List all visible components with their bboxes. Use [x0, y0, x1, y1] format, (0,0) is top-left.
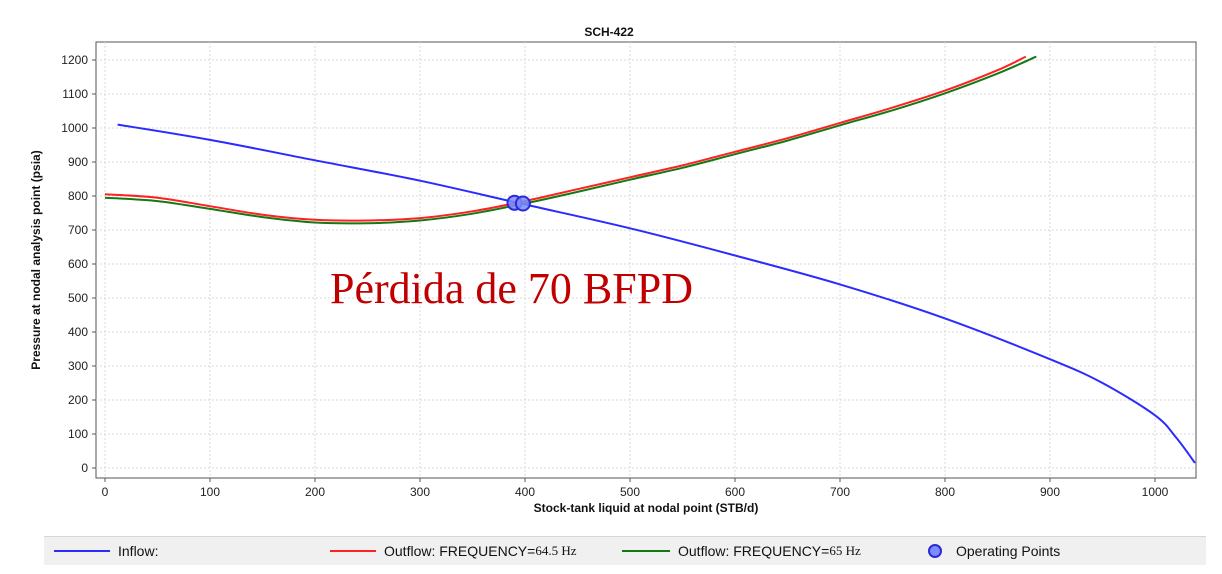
- inflow-curve: [117, 123, 1196, 464]
- x-tick-label: 600: [725, 485, 745, 499]
- legend-item-outflow-65: Outflow: FREQUENCY= 65 Hz: [622, 537, 861, 565]
- legend-outflow-64-5-label: Outflow: FREQUENCY=: [384, 543, 536, 559]
- outflow-64-5hz-curve: [104, 55, 1027, 222]
- operating-point: [514, 195, 531, 212]
- y-tick-label: 1100: [62, 87, 88, 101]
- x-tick-label: 500: [620, 485, 640, 499]
- x-tick-label: 800: [935, 485, 955, 499]
- legend-item-outflow-64-5: Outflow: FREQUENCY= 64.5 Hz: [330, 537, 577, 565]
- legend-outflow-64-5-value: 64.5 Hz: [535, 543, 577, 558]
- y-tick-label: 1200: [61, 53, 88, 67]
- outflow-65-line-swatch: [622, 550, 670, 552]
- y-tick-label: 600: [68, 257, 88, 271]
- chart-title: SCH-422: [584, 25, 634, 39]
- x-tick-label: 1000: [1142, 485, 1169, 499]
- y-tick-label: 0: [81, 461, 88, 475]
- x-tick-label: 200: [305, 485, 325, 499]
- legend-outflow-65-value: 65 Hz: [829, 543, 861, 558]
- outflow-65hz-curve: [104, 55, 1037, 225]
- y-tick-label: 1000: [61, 121, 88, 135]
- legend-outflow-65-label: Outflow: FREQUENCY=: [678, 543, 830, 559]
- legend-item-inflow: Inflow:: [54, 537, 158, 565]
- series-lines: [104, 55, 1196, 464]
- y-tick-label: 700: [68, 223, 88, 237]
- y-tick-label: 100: [68, 427, 88, 441]
- x-tick-label: 900: [1040, 485, 1060, 499]
- operating-point-marker-icon: [928, 544, 942, 558]
- y-tick-label: 500: [68, 291, 88, 305]
- outflow-64-5-line-swatch: [330, 550, 376, 552]
- x-tick-label: 700: [830, 485, 850, 499]
- operating-points: [506, 194, 531, 212]
- axis-ticks: 0 100 200 300 400 500 600 700 800 900 1000 0 100 200 3…: [61, 53, 1168, 499]
- y-tick-label: 300: [68, 359, 88, 373]
- plot-area: [95, 41, 1197, 479]
- y-tick-label: 900: [68, 155, 88, 169]
- y-tick-label: 400: [68, 325, 88, 339]
- x-tick-label: 0: [102, 485, 109, 499]
- y-tick-label: 200: [68, 393, 88, 407]
- y-tick-label: 800: [68, 189, 88, 203]
- inflow-line-swatch: [54, 550, 110, 552]
- legend-item-operating-points: Operating Points: [928, 537, 1060, 565]
- legend-inflow-label: Inflow:: [118, 543, 159, 559]
- legend: Inflow: Outflow: FREQUENCY= 64.5 Hz Outf…: [44, 536, 1206, 565]
- x-axis-title: Stock-tank liquid at nodal point (STB/d): [534, 501, 759, 515]
- x-tick-label: 300: [410, 485, 430, 499]
- grid-lines: [96, 42, 1196, 478]
- loss-annotation: Pérdida de 70 BFPD: [330, 264, 693, 313]
- x-tick-label: 400: [515, 485, 535, 499]
- x-tick-label: 100: [200, 485, 220, 499]
- legend-operating-label: Operating Points: [956, 543, 1061, 559]
- y-axis-title: Pressure at nodal analysis point (psia): [29, 150, 43, 369]
